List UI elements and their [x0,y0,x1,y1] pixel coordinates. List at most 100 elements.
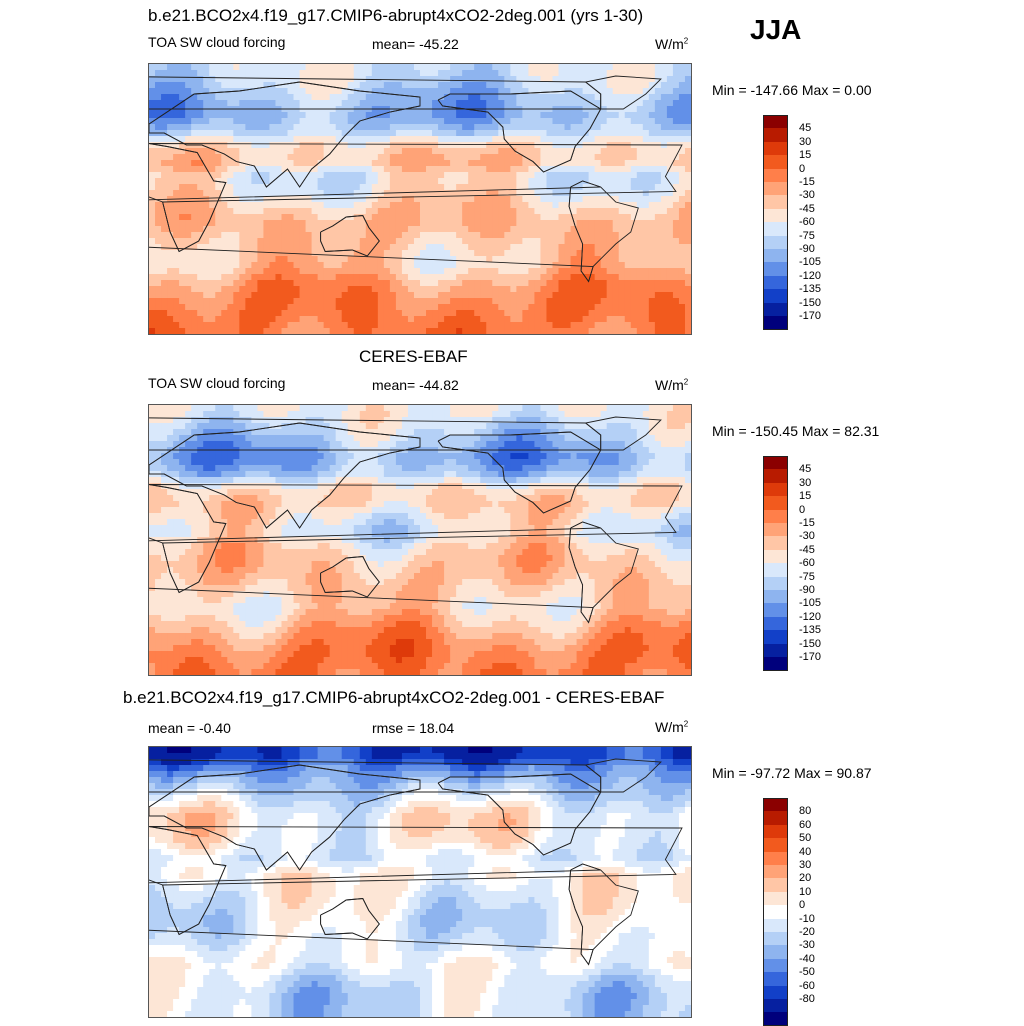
coastline [320,215,380,257]
map-cell [287,316,295,323]
map-cell [450,64,457,71]
map-cell [672,286,680,293]
map-cell [546,280,554,287]
map-cell [582,250,590,257]
map-cell [612,166,620,173]
map-cell [377,100,385,107]
map-cell [335,208,343,215]
map-cell [618,70,626,77]
map-cell [347,214,355,221]
map-cell [432,202,439,209]
map-cell [239,130,246,137]
map-cell [197,130,204,137]
map-cell [209,262,216,269]
map-cell [191,429,198,436]
map-cell [287,256,295,263]
map-cell [179,160,186,167]
map-cell [672,196,680,203]
map-cell [618,411,626,418]
map-cell [660,160,668,167]
map-cell [666,160,674,167]
map-cell [395,88,403,95]
map-cell [239,214,246,221]
map-cell [564,256,572,263]
map-cell [239,310,246,317]
map-cell [239,76,246,83]
map-cell [209,423,216,430]
map-cell [329,256,337,263]
map-cell [167,280,174,287]
map-cell [426,142,433,149]
map-cell [576,423,584,430]
map-cell [221,178,228,185]
map-cell [528,208,536,215]
map-cell [413,298,421,305]
map-cell [407,316,415,323]
map-cell [323,118,331,125]
map-cell [161,142,168,149]
map-cell [444,226,451,233]
map-cell [606,82,614,89]
map-cell [474,316,481,323]
map-cell [305,459,313,466]
map-cell [618,304,626,311]
map-cell [389,112,397,119]
map-cell [215,274,222,281]
map-cell [636,190,644,197]
map-cell [474,459,481,466]
map-cell [552,405,560,412]
map-cell [636,118,644,125]
map-cell [167,441,174,448]
map-cell [359,172,367,179]
map-cell [486,94,493,101]
map-cell [678,435,686,442]
map-cell [552,118,560,125]
map-cell [480,166,487,173]
map-cell [612,256,620,263]
map-cell [426,423,433,430]
map-cell [233,118,240,125]
map-cell [612,220,620,227]
map-cell [275,148,283,155]
map-cell [540,268,548,275]
map-cell [179,88,186,95]
map-cell [311,172,319,179]
map-cell [624,417,632,424]
map-cell [269,274,277,281]
map-cell [335,435,343,442]
map-cell [161,274,168,281]
map-cell [570,70,578,77]
map-cell [197,304,204,311]
map-cell [546,124,554,131]
map-cell [558,316,566,323]
map-cell [636,208,644,215]
map-cell [347,429,355,436]
map-cell [359,322,367,329]
map-cell [432,112,439,119]
map-cell [161,256,168,263]
map-cell [413,238,421,245]
map-cell [299,405,307,412]
map-cell [149,286,156,293]
map-cell [383,298,391,305]
map-cell [624,304,632,311]
map-cell [420,208,427,215]
map-cell [209,411,216,418]
map-cell [221,76,228,83]
map-cell [311,429,319,436]
map-cell [161,429,168,436]
map-cell [269,160,277,167]
map-cell [215,441,222,448]
map-cell [564,70,572,77]
map-cell [359,178,367,185]
map-cell [486,322,493,329]
map-cell [450,184,457,191]
map-cell [456,214,463,221]
map-cell [654,310,662,317]
map-cell [281,124,289,131]
map-cell [540,136,548,143]
map-cell [438,316,445,323]
map-cell [227,298,234,305]
map-cell [197,178,204,185]
map-cell [660,184,668,191]
